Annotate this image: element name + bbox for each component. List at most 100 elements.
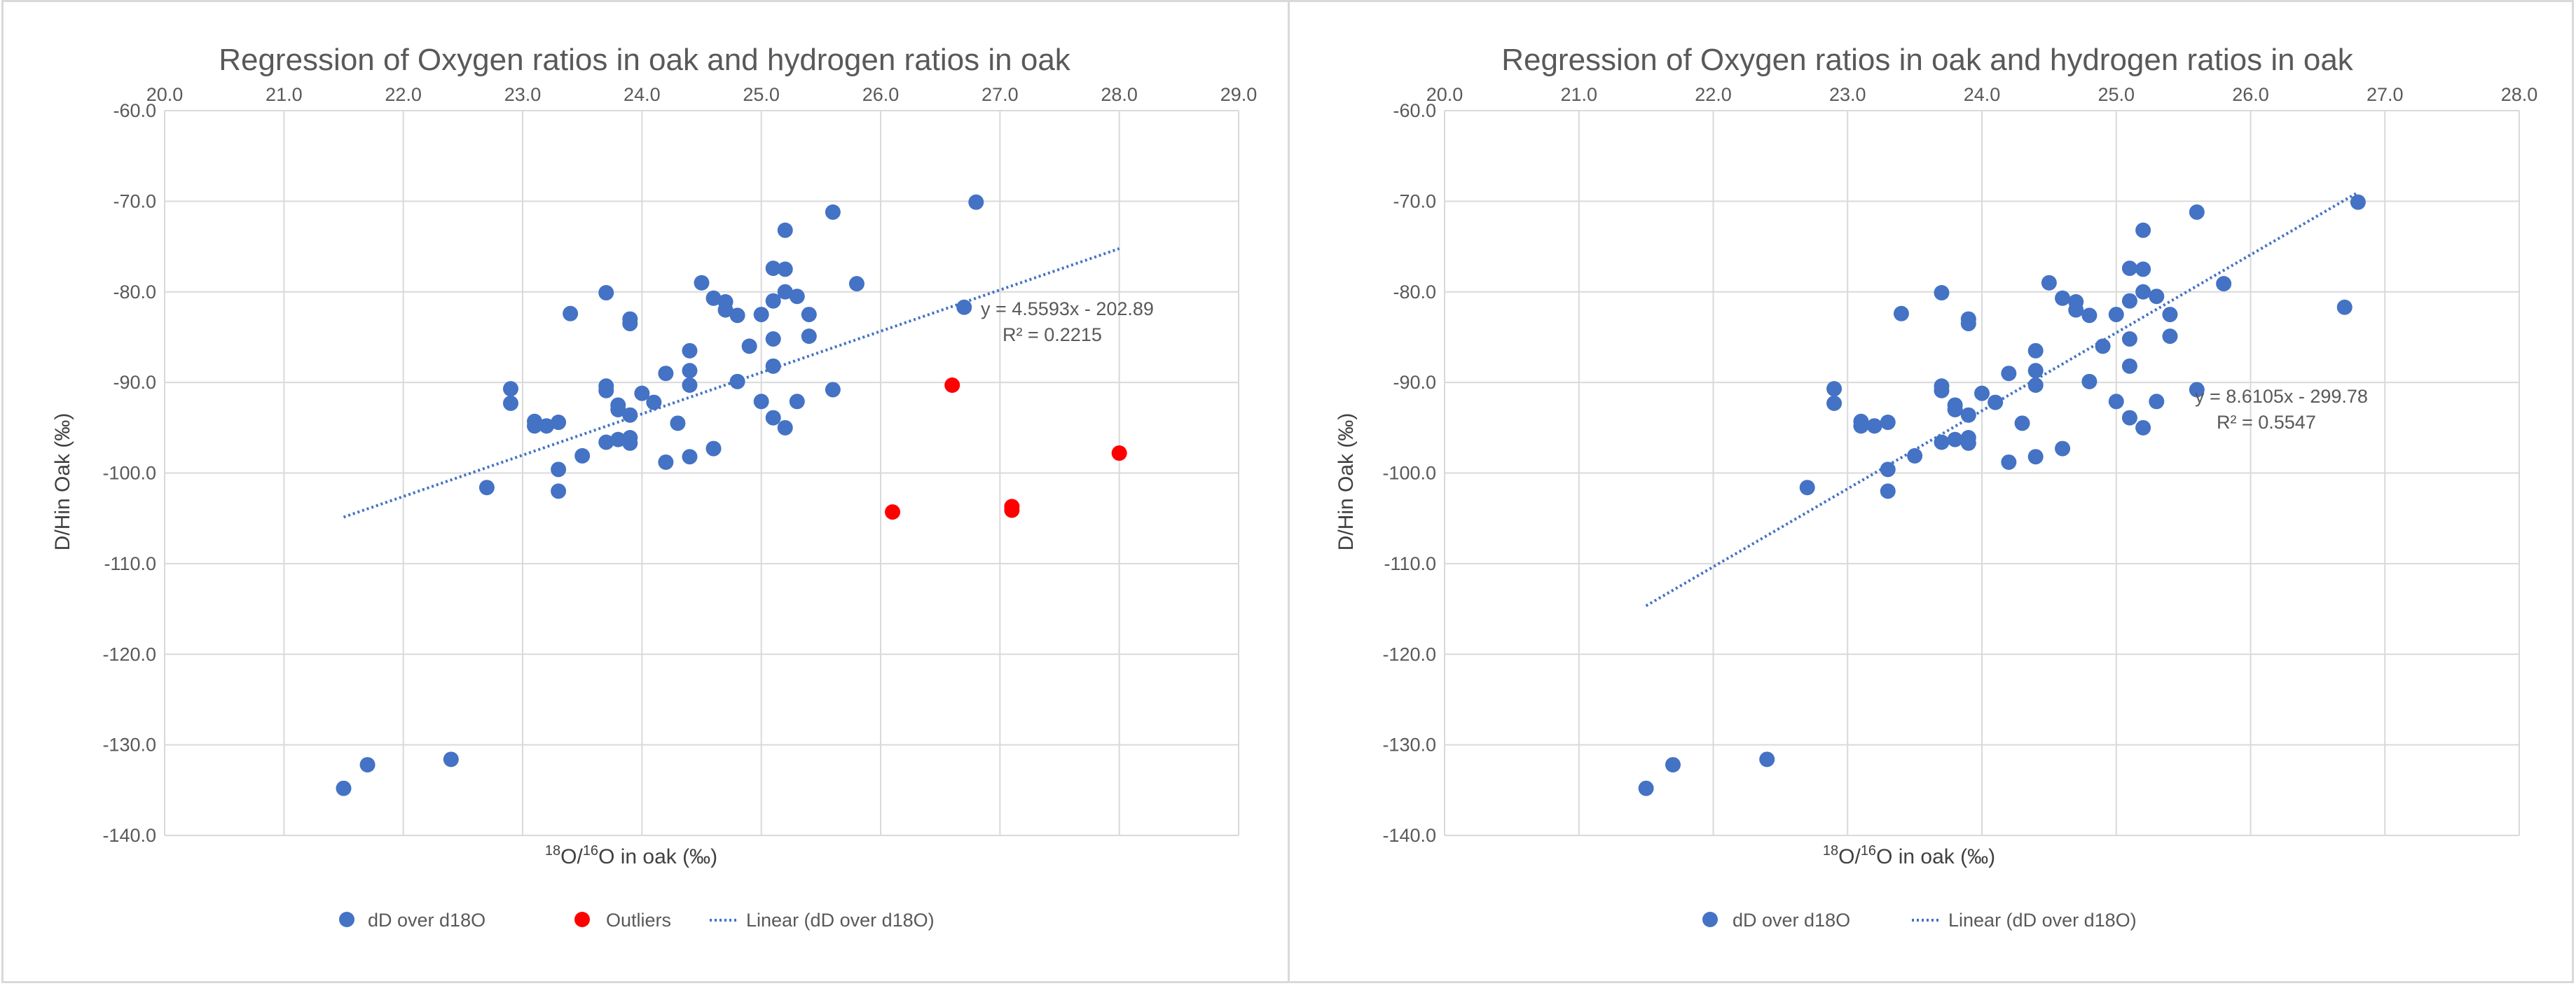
data-point [2121, 331, 2137, 347]
data-point [2135, 284, 2151, 300]
data-point [622, 316, 638, 332]
data-point [765, 293, 781, 309]
x-tick-label: 28.0 [2501, 84, 2538, 105]
legend-series-marker [339, 912, 354, 927]
data-point [729, 307, 745, 324]
x-axis-label: 18O/16O in oak (‰) [1823, 843, 1995, 868]
y-tick-label: -60.0 [113, 100, 156, 121]
y-axis-label: D/Hin Oak (‰) [1335, 413, 1358, 551]
x-axis-label-sup2: 16 [1861, 843, 1876, 859]
chart-panel-left: Regression of Oxygen ratios in oak and h… [1, 0, 1290, 983]
y-tick-label: -80.0 [1393, 282, 1436, 303]
legend: dD over d18O Linear (dD over d18O) [1702, 910, 2137, 931]
data-point [1934, 434, 1950, 450]
x-tick-label: 24.0 [1964, 84, 2001, 105]
data-point [598, 285, 614, 301]
x-axis-label-tail: O in oak (‰) [1876, 845, 1995, 868]
data-point [336, 780, 352, 796]
data-point [2001, 454, 2017, 470]
data-point [574, 447, 591, 464]
legend-outliers-marker [574, 912, 590, 927]
data-point [2121, 358, 2137, 374]
data-point [765, 410, 781, 426]
data-point [1893, 305, 1909, 321]
data-point [2027, 377, 2044, 394]
data-point [825, 204, 841, 220]
data-point [622, 435, 638, 451]
data-point [789, 394, 805, 410]
x-tick-label: 26.0 [2232, 84, 2269, 105]
data-point [2121, 293, 2137, 309]
data-point [598, 382, 614, 398]
data-point [670, 415, 686, 431]
data-point [717, 302, 733, 318]
x-tick-label: 24.0 [624, 84, 661, 105]
data-point [2149, 289, 2165, 305]
gridlines [164, 110, 1239, 836]
data-point [1934, 285, 1950, 301]
y-tick-label: -120.0 [102, 644, 156, 665]
data-point [2055, 440, 2071, 457]
chart-panel-right: Regression of Oxygen ratios in oak and h… [1288, 0, 2574, 983]
x-tick-label: 26.0 [862, 84, 900, 105]
y-axis-label: D/Hin Oak (‰) [51, 413, 74, 551]
data-point [682, 363, 698, 379]
data-point [634, 385, 650, 401]
data-point [2121, 261, 2137, 277]
x-tick-label: 29.0 [1220, 84, 1258, 105]
data-point [1988, 394, 2004, 410]
y-tick-label: -70.0 [113, 190, 156, 211]
data-point [753, 307, 769, 323]
data-point [765, 358, 781, 374]
y-tick-labels: -60.0 -70.0 -80.0 -90.0 -100.0 -110.0 -120.0 -1… [1382, 100, 1436, 846]
chart-left: Regression of Oxygen ratios in oak and h… [51, 43, 1258, 931]
data-point [2336, 299, 2353, 315]
data-point [2108, 307, 2124, 323]
x-tick-label: 22.0 [385, 84, 422, 105]
data-point [610, 431, 626, 447]
x-axis-label-mid: O/ [1838, 845, 1861, 868]
y-tick-label: -70.0 [1393, 190, 1436, 211]
data-point [801, 307, 817, 323]
data-point [777, 222, 793, 238]
y-tick-label: -100.0 [102, 463, 156, 484]
trend-r-squared: R² = 0.2215 [1003, 324, 1102, 345]
data-point [2216, 276, 2232, 292]
data-point [1907, 447, 1923, 464]
outlier-point [1004, 502, 1020, 518]
data-point [610, 401, 626, 417]
data-point [551, 461, 567, 478]
data-point [443, 751, 459, 768]
data-point [705, 290, 722, 306]
data-point [1934, 382, 1950, 398]
data-point [1974, 385, 1990, 401]
data-point [2149, 394, 2165, 410]
trend-equation: y = 4.5593x - 202.89 [981, 298, 1154, 319]
x-tick-label: 27.0 [2367, 84, 2404, 105]
data-point [789, 289, 805, 305]
data-point [2081, 373, 2098, 389]
legend-trend-label: Linear (dD over d18O) [746, 910, 935, 931]
data-point [2027, 342, 2044, 359]
data-point [1866, 418, 1882, 434]
data-point [2162, 307, 2178, 323]
data-point [478, 480, 495, 496]
x-axis-label-sup2: 16 [583, 843, 598, 859]
data-point [622, 407, 638, 423]
y-tick-label: -90.0 [1393, 372, 1436, 393]
data-point [502, 395, 518, 411]
data-point [2189, 382, 2205, 398]
data-point [502, 381, 518, 397]
gridlines [1444, 110, 2520, 836]
x-axis-label-sup1: 18 [545, 843, 560, 859]
x-axis-label: 18O/16O in oak (‰) [545, 843, 717, 868]
data-point [682, 342, 698, 359]
data-point [705, 440, 722, 457]
data-point [563, 305, 579, 321]
y-tick-label: -60.0 [1393, 100, 1436, 121]
y-tick-label: -110.0 [1384, 553, 1436, 574]
data-point [2135, 222, 2151, 238]
x-tick-label: 25.0 [743, 84, 780, 105]
data-point [968, 194, 984, 210]
data-point [2081, 307, 2098, 324]
